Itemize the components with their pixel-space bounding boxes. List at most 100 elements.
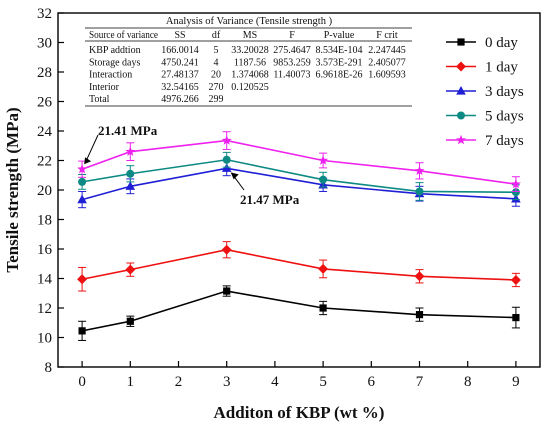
legend-marker bbox=[457, 38, 465, 46]
data-point bbox=[415, 187, 424, 196]
y-tick-label: 32 bbox=[37, 6, 52, 22]
legend-label: 1 day bbox=[485, 60, 518, 76]
legend-label: 7 days bbox=[485, 133, 524, 149]
y-tick-label: 22 bbox=[37, 154, 52, 170]
table-cell: 1187.56 bbox=[234, 57, 266, 68]
table-cell: 9853.259 bbox=[273, 57, 311, 68]
x-tick-label: 4 bbox=[271, 374, 279, 390]
y-tick-label: 14 bbox=[37, 272, 53, 288]
data-point bbox=[319, 175, 328, 184]
data-point bbox=[223, 287, 231, 295]
data-point bbox=[222, 155, 231, 164]
x-tick-label: 1 bbox=[127, 374, 135, 390]
series-line bbox=[81, 167, 516, 201]
legend-marker bbox=[456, 134, 466, 145]
table-header-cell: P-value bbox=[324, 30, 355, 41]
data-point bbox=[78, 327, 86, 335]
table-cell: 32.54165 bbox=[161, 82, 199, 93]
y-tick-label: 24 bbox=[37, 124, 53, 140]
legend-entry: 3 days bbox=[446, 84, 524, 100]
legend-marker bbox=[456, 61, 466, 72]
data-point bbox=[77, 164, 88, 174]
legend-marker bbox=[457, 111, 465, 120]
table-cell: 1.374068 bbox=[231, 70, 269, 81]
table-cell: 4976.266 bbox=[161, 94, 199, 105]
series-line bbox=[81, 158, 516, 194]
table-cell: Storage days bbox=[89, 57, 140, 68]
table-cell: Interior bbox=[89, 82, 120, 93]
table-cell: 270 bbox=[209, 82, 224, 93]
legend-label: 0 day bbox=[485, 35, 518, 51]
data-point bbox=[318, 155, 329, 165]
x-tick-label: 8 bbox=[464, 374, 472, 390]
table-cell: 5 bbox=[214, 45, 219, 56]
table-cell: 275.4647 bbox=[273, 45, 311, 56]
table-cell: 0.120525 bbox=[231, 82, 269, 93]
x-tick-label: 7 bbox=[416, 374, 424, 390]
table-cell: 3.573E-291 bbox=[316, 57, 363, 68]
table-cell: 6.9618E-26 bbox=[316, 70, 363, 81]
table-cell: Total bbox=[89, 94, 110, 105]
legend-entry: 0 day bbox=[446, 35, 518, 51]
annotation-label: 21.47 MPa bbox=[240, 192, 300, 207]
data-point bbox=[512, 313, 520, 322]
x-tick-label: 2 bbox=[175, 374, 183, 390]
table-header-cell: F bbox=[289, 30, 295, 41]
x-tick-label: 0 bbox=[78, 374, 86, 390]
data-point bbox=[510, 274, 521, 285]
y-tick-label: 28 bbox=[37, 65, 52, 81]
y-tick-label: 18 bbox=[37, 213, 52, 229]
data-point bbox=[77, 274, 88, 285]
series-0-day bbox=[78, 285, 520, 341]
series-1-day bbox=[77, 241, 521, 292]
series-7-days bbox=[77, 131, 521, 192]
x-axis: 0 1 2 3 4 5 6 7 8 9 bbox=[78, 361, 520, 390]
table-header-cell: df bbox=[212, 30, 221, 41]
data-point bbox=[414, 165, 425, 176]
table-cell: 2.247445 bbox=[368, 45, 406, 56]
data-point bbox=[125, 146, 136, 156]
annotation-arrowhead bbox=[230, 172, 239, 180]
table-header-cell: SS bbox=[174, 30, 185, 41]
x-tick-label: 5 bbox=[319, 374, 327, 390]
legend-label: 5 days bbox=[485, 109, 524, 125]
y-tick-label: 26 bbox=[37, 95, 53, 111]
data-point bbox=[221, 135, 232, 145]
series-layer bbox=[77, 131, 521, 341]
data-point bbox=[415, 311, 424, 319]
table-header-cell: MS bbox=[243, 30, 257, 41]
data-point bbox=[221, 244, 232, 255]
table-cell: 27.48137 bbox=[161, 70, 199, 81]
annotation-label: 21.41 MPa bbox=[98, 123, 158, 138]
annotation-arrowhead bbox=[84, 157, 92, 165]
anova-table: Analysis of Variance (Tensile strength )… bbox=[85, 16, 412, 107]
table-cell: 20 bbox=[211, 70, 221, 81]
anova-title: Analysis of Variance (Tensile strength ) bbox=[166, 16, 333, 27]
legend-marker bbox=[456, 86, 466, 95]
data-point bbox=[510, 178, 521, 189]
data-point bbox=[78, 177, 87, 186]
series-line bbox=[81, 248, 516, 281]
y-tick-label: 12 bbox=[37, 301, 52, 317]
data-point bbox=[319, 304, 327, 312]
table-cell: 4750.241 bbox=[161, 57, 199, 68]
x-axis-title: Additon of KBP (wt %) bbox=[214, 403, 385, 422]
series-5-days bbox=[78, 151, 520, 201]
table-cell: 166.0014 bbox=[161, 45, 199, 56]
table-header-cell: Source of variance bbox=[89, 30, 159, 41]
x-tick-label: 9 bbox=[512, 374, 520, 390]
data-point bbox=[126, 317, 134, 325]
data-point bbox=[77, 194, 87, 204]
data-point bbox=[318, 263, 329, 274]
table-header-cell: F crit bbox=[376, 30, 398, 41]
data-point bbox=[125, 181, 136, 190]
table-cell: 299 bbox=[209, 94, 224, 105]
data-point bbox=[511, 188, 520, 197]
table-cell: 11.40073 bbox=[273, 70, 310, 81]
data-point bbox=[126, 169, 135, 178]
table-cell: KBP addtion bbox=[89, 45, 141, 56]
x-tick-label: 3 bbox=[223, 374, 231, 390]
legend: 0 day 1 day 3 days 5 days 7 days bbox=[446, 35, 524, 149]
data-point bbox=[125, 264, 136, 275]
